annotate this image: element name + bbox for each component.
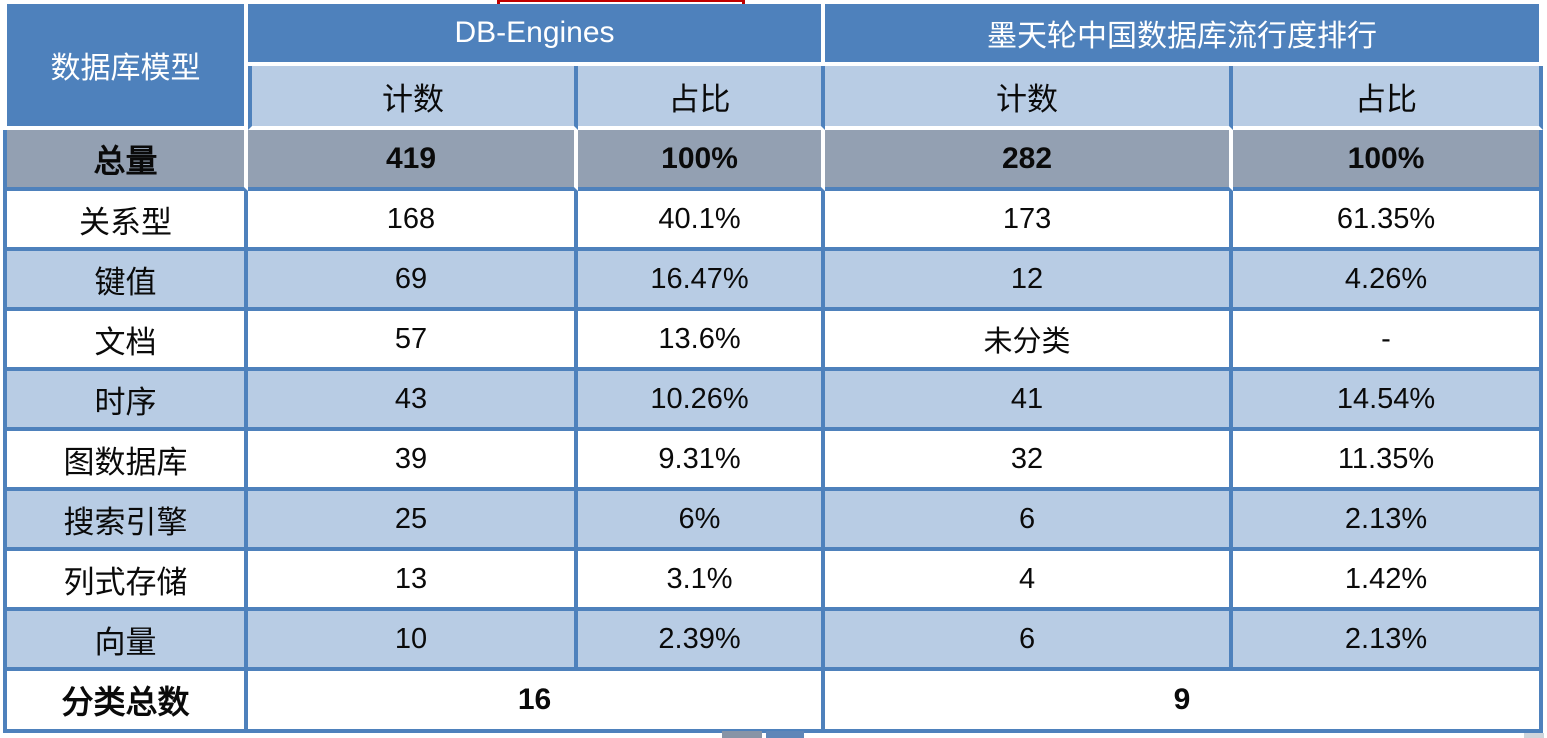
cell-value: 13 bbox=[248, 551, 578, 611]
row-label: 搜索引擎 bbox=[3, 491, 248, 551]
cell-value: 168 bbox=[248, 191, 578, 251]
table-row: 关系型 168 40.1% 173 61.35% bbox=[3, 191, 1544, 251]
corner-header-database-model: 数据库模型 bbox=[3, 4, 248, 130]
cell-value: 282 bbox=[825, 130, 1234, 191]
cell-value: 100% bbox=[1233, 130, 1544, 191]
cell-value-db-category-total: 16 bbox=[248, 671, 826, 733]
row-label: 键值 bbox=[3, 251, 248, 311]
row-label: 时序 bbox=[3, 371, 248, 431]
column-header-modb-share: 占比 bbox=[1233, 66, 1544, 130]
row-label: 总量 bbox=[3, 130, 248, 191]
table-row: 文档 57 13.6% 未分类 - bbox=[3, 311, 1544, 371]
cell-value: 2.13% bbox=[1233, 491, 1544, 551]
cell-value: 57 bbox=[248, 311, 578, 371]
cell-value: 未分类 bbox=[825, 311, 1234, 371]
cell-value: 173 bbox=[825, 191, 1234, 251]
cell-value: 10.26% bbox=[578, 371, 826, 431]
cell-value: 4 bbox=[825, 551, 1234, 611]
row-label: 图数据库 bbox=[3, 431, 248, 491]
cell-value: 41 bbox=[825, 371, 1234, 431]
cell-value: - bbox=[1233, 311, 1544, 371]
cell-value: 11.35% bbox=[1233, 431, 1544, 491]
cell-value: 100% bbox=[578, 130, 826, 191]
cell-value: 32 bbox=[825, 431, 1234, 491]
table-row: 键值 69 16.47% 12 4.26% bbox=[3, 251, 1544, 311]
row-label: 列式存储 bbox=[3, 551, 248, 611]
cell-value: 419 bbox=[248, 130, 578, 191]
cell-value: 3.1% bbox=[578, 551, 826, 611]
cell-value: 25 bbox=[248, 491, 578, 551]
row-label: 分类总数 bbox=[3, 671, 248, 733]
cell-value: 6 bbox=[825, 611, 1234, 671]
row-label: 向量 bbox=[3, 611, 248, 671]
database-model-comparison-table: 数据库模型 DB-Engines 墨天轮中国数据库流行度排行 计数 占比 计数 … bbox=[3, 4, 1544, 733]
cell-value: 40.1% bbox=[578, 191, 826, 251]
cell-value: 6 bbox=[825, 491, 1234, 551]
cell-value: 69 bbox=[248, 251, 578, 311]
section-header-modb: 墨天轮中国数据库流行度排行 bbox=[825, 4, 1544, 66]
cell-value: 12 bbox=[825, 251, 1234, 311]
cell-value: 13.6% bbox=[578, 311, 826, 371]
cell-value: 39 bbox=[248, 431, 578, 491]
column-header-db-share: 占比 bbox=[578, 66, 826, 130]
cell-value: 2.13% bbox=[1233, 611, 1544, 671]
table-row: 向量 10 2.39% 6 2.13% bbox=[3, 611, 1544, 671]
header-row-metrics: 计数 占比 计数 占比 bbox=[3, 66, 1544, 130]
cell-value: 6% bbox=[578, 491, 826, 551]
cell-value: 14.54% bbox=[1233, 371, 1544, 431]
cell-value: 9.31% bbox=[578, 431, 826, 491]
cell-value: 16.47% bbox=[578, 251, 826, 311]
header-row-sections: 数据库模型 DB-Engines 墨天轮中国数据库流行度排行 bbox=[3, 4, 1544, 130]
cell-value: 10 bbox=[248, 611, 578, 671]
row-label: 关系型 bbox=[3, 191, 248, 251]
cell-value: 1.42% bbox=[1233, 551, 1544, 611]
cropped-artifact-bottom-right bbox=[766, 731, 804, 738]
cropped-artifact-bottom-corner bbox=[1524, 733, 1544, 738]
red-underline-tick-right bbox=[742, 0, 745, 6]
cell-value: 43 bbox=[248, 371, 578, 431]
red-underline-artifact bbox=[497, 0, 745, 2]
table-row: 时序 43 10.26% 41 14.54% bbox=[3, 371, 1544, 431]
column-header-modb-count: 计数 bbox=[825, 66, 1234, 130]
table-row: 搜索引擎 25 6% 6 2.13% bbox=[3, 491, 1544, 551]
row-label: 文档 bbox=[3, 311, 248, 371]
section-header-db-engines: DB-Engines bbox=[248, 4, 826, 66]
table-row: 图数据库 39 9.31% 32 11.35% bbox=[3, 431, 1544, 491]
cell-value: 61.35% bbox=[1233, 191, 1544, 251]
summary-row-category-totals: 分类总数 16 9 bbox=[3, 671, 1544, 733]
red-underline-tick-left bbox=[497, 0, 500, 6]
cell-value-modb-category-total: 9 bbox=[825, 671, 1544, 733]
table-row: 列式存储 13 3.1% 4 1.42% bbox=[3, 551, 1544, 611]
cropped-artifact-bottom-left bbox=[722, 731, 762, 738]
total-row: 总量 419 100% 282 100% bbox=[3, 130, 1544, 191]
column-header-db-count: 计数 bbox=[248, 66, 578, 130]
cell-value: 2.39% bbox=[578, 611, 826, 671]
cell-value: 4.26% bbox=[1233, 251, 1544, 311]
